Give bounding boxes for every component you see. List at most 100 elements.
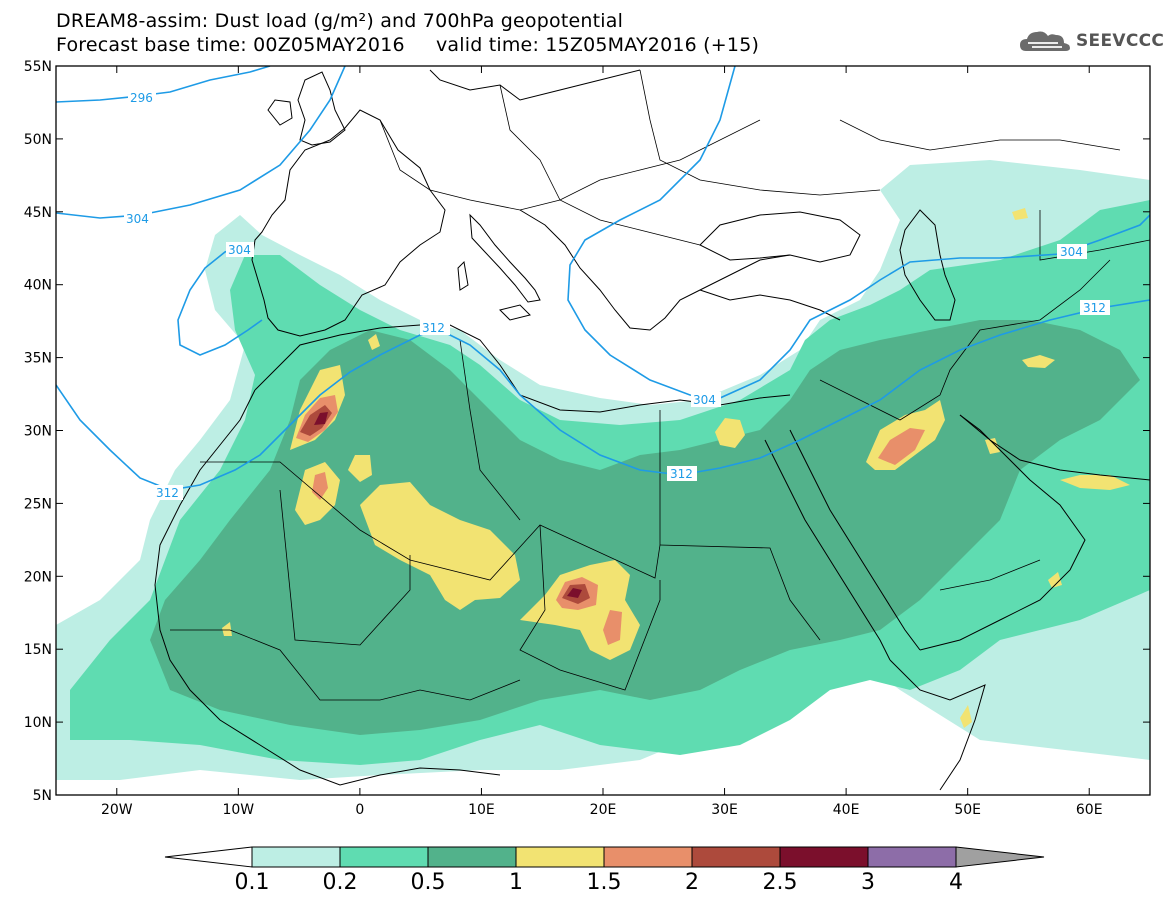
contour-296: [56, 66, 271, 103]
coast-red-sea: [764, 439, 891, 661]
dust-level-1-blob: [1060, 475, 1130, 490]
coast-red-sea-east: [789, 429, 921, 651]
dust-level-1-blob: [222, 622, 232, 636]
contour-label: 312: [670, 467, 693, 481]
colorbar-segment: [603, 846, 693, 868]
coast-britain: [297, 71, 346, 146]
dust-level-1-blob: [1012, 208, 1028, 220]
contour-label: 304: [126, 212, 149, 226]
border-africa: [459, 339, 521, 521]
colorbar-label: 4: [949, 870, 963, 895]
contour-label: 304: [1060, 245, 1083, 259]
dust-level-1-blob: [1022, 355, 1055, 368]
contour-label: 304: [228, 243, 251, 257]
dust-level-1-blob: [960, 705, 972, 728]
seevccc-logo: SEEVCCC: [1018, 26, 1164, 56]
border-africa: [170, 629, 521, 701]
lat-tick-label: 30N: [24, 424, 52, 440]
lon-tick-label: 0: [355, 802, 364, 818]
lon-tick-label: 20E: [590, 802, 617, 818]
chart-title-line2: Forecast base time: 00Z05MAY2016 valid t…: [56, 34, 760, 56]
lat-tick-label: 10N: [24, 715, 52, 731]
border-africa: [200, 410, 661, 581]
border-europe: [639, 69, 881, 196]
coast-turkey: [699, 289, 841, 321]
coast-italy: [469, 213, 541, 303]
lon-tick-label: 30E: [711, 802, 738, 818]
colorbar-label: 0.1: [235, 870, 270, 895]
lon-tick-label: 20W: [101, 802, 133, 818]
lat-tick-label: 40N: [24, 278, 52, 294]
dust-level-1-5-blob: [603, 610, 622, 645]
dust-level-1-blob: [348, 455, 372, 482]
dust-field: [56, 160, 1150, 780]
coast-sicily: [499, 304, 531, 321]
coast-sardinia: [457, 260, 469, 291]
logo-text: SEEVCCC: [1076, 31, 1165, 51]
colorbar-label: 3: [861, 870, 875, 895]
contour-label: 312: [422, 321, 445, 335]
colorbar-segment: [251, 846, 341, 868]
colorbar-max-arrow: [955, 846, 1045, 868]
coast-caspian: [899, 209, 956, 321]
lat-tick-label: 50N: [24, 132, 52, 148]
lat-tick-label: 5N: [33, 788, 52, 804]
lon-tick-label: 10E: [468, 802, 495, 818]
lat-tick-label: 20N: [24, 569, 52, 585]
dust-level-1-blob: [368, 334, 380, 350]
colorbar-label: 1: [509, 870, 523, 895]
border-europe: [839, 119, 1121, 151]
contour-304-west: [56, 66, 346, 219]
cloud-logo-icon: [1020, 31, 1070, 51]
contour-312: [56, 299, 1150, 491]
chart-title-line1: DREAM8-assim: Dust load (g/m²) and 700hP…: [56, 10, 624, 32]
border-africa: [519, 524, 661, 691]
colorbar-segment: [779, 846, 869, 868]
dust-level-1-blob: [360, 482, 520, 610]
colorbar-segment: [515, 846, 605, 868]
colorbar-label: 0.2: [323, 870, 358, 895]
coast-europe-west: [251, 109, 446, 337]
contour-label: 312: [1083, 301, 1106, 315]
lat-tick-label: 25N: [24, 496, 52, 512]
dust-level-2-5-blob: [314, 412, 328, 425]
border-middle-east: [939, 559, 1041, 591]
border-africa: [279, 489, 411, 646]
colorbar-label: 0.5: [411, 870, 446, 895]
border-middle-east: [819, 259, 1111, 421]
border-europe: [499, 84, 701, 246]
coast-iran: [959, 414, 1150, 481]
border-europe: [379, 119, 761, 211]
dust-level-1-blob: [715, 418, 745, 448]
colorbar-segment: [691, 846, 781, 868]
dust-level-1-blob: [1048, 572, 1062, 588]
colorbar-segment: [339, 846, 429, 868]
contour-labels: 296 304 304 304 312 312 312 312 304: [124, 90, 1110, 500]
colorbar-min-arrow: [164, 846, 253, 868]
latitude-axis: 55N 50N 45N 40N 35N 30N 25N 20N 15N 10N 5N: [24, 59, 1150, 804]
colorbar-label: 2.5: [763, 870, 798, 895]
contour-label: 312: [156, 486, 179, 500]
coastlines: [154, 69, 1150, 791]
colorbar-label: 1.5: [587, 870, 622, 895]
dust-level-1-5-blob: [878, 428, 925, 465]
coast-horn-africa: [889, 659, 986, 791]
coast-ireland: [267, 99, 293, 126]
colorbar: 0.1 0.2 0.5 1 1.5 2 2.5 3 4: [164, 846, 1045, 895]
lon-tick-label: 10W: [222, 802, 254, 818]
contour-304-loop: [177, 244, 263, 356]
contour-label: 296: [130, 91, 153, 105]
lon-tick-label: 50E: [954, 802, 981, 818]
coast-balkans: [519, 209, 791, 331]
colorbar-segment: [867, 846, 957, 868]
colorbar-segment: [427, 846, 517, 868]
contour-label: 304: [693, 393, 716, 407]
lon-tick-label: 40E: [833, 802, 860, 818]
lat-tick-label: 35N: [24, 351, 52, 367]
lon-tick-label: 60E: [1076, 802, 1103, 818]
longitude-axis: 20W 10W 0 10E 20E 30E 40E 50E 60E: [101, 66, 1103, 818]
coast-black-sea: [699, 211, 861, 263]
coast-north-europe: [429, 69, 641, 101]
colorbar-label: 2: [685, 870, 699, 895]
